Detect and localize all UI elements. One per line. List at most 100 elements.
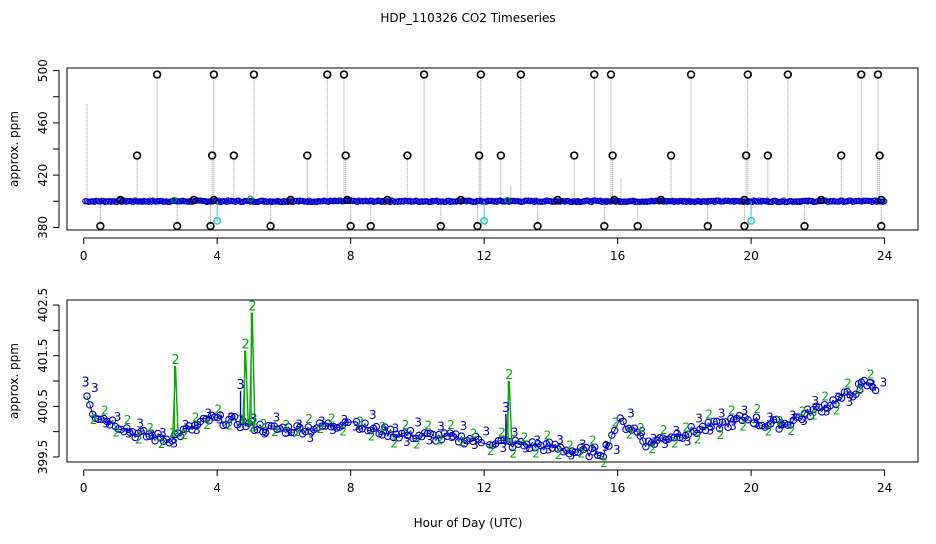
series-label-2: 2: [368, 430, 376, 444]
series-label-2: 2: [317, 422, 325, 436]
series-label-2: 2: [242, 338, 250, 353]
x-tick-label: 0: [80, 481, 88, 495]
y-tick-label: 380: [36, 216, 50, 239]
series-label-3: 3: [193, 423, 201, 437]
series-label-2: 2: [146, 421, 154, 435]
series-label-2: 2: [589, 434, 597, 448]
y-tick-label: 399.5: [36, 440, 50, 474]
series-label-2: 2: [305, 412, 313, 426]
series-label-3: 3: [125, 426, 133, 440]
panel-top-frame: [67, 68, 918, 230]
series-label-2: 2: [135, 432, 143, 446]
series-label-2: 2: [765, 425, 773, 439]
series-label-2: 2: [339, 424, 347, 438]
series-label-3: 3: [718, 406, 726, 420]
series-label-2: 2: [867, 368, 875, 382]
series-label-2: 2: [226, 419, 234, 433]
series-label-2: 2: [683, 421, 691, 435]
y-tick-label: 402.5: [36, 288, 50, 322]
series-label-3: 3: [729, 419, 737, 433]
series-label-3: 3: [695, 412, 703, 426]
series-label-2: 2: [833, 404, 841, 418]
series-label-2: 2: [413, 437, 421, 451]
series-label-2: 2: [158, 437, 166, 451]
series-label-2: 2: [203, 418, 211, 432]
x-tick-label: 20: [743, 249, 758, 263]
series-label-2: 2: [271, 425, 279, 439]
series-segment: [141, 431, 144, 432]
x-axis-label: Hour of Day (UTC): [414, 516, 523, 530]
series-label-3: 3: [707, 423, 715, 437]
series-label-2: 2: [844, 377, 852, 391]
series-label-2: 2: [356, 414, 364, 428]
series-label-2: 2: [788, 424, 796, 438]
series-label-2: 2: [649, 442, 657, 456]
series-label-2: 2: [532, 447, 540, 461]
series-label-2: 2: [90, 413, 98, 427]
series-label-3: 3: [752, 417, 760, 431]
series-label-2: 2: [739, 419, 747, 433]
series-label-2: 2: [694, 432, 702, 446]
series-label-2: 2: [248, 300, 256, 315]
series-label-3: 3: [392, 421, 400, 435]
outlier-point: [571, 152, 578, 159]
series-label-3: 3: [482, 425, 490, 439]
series-label-2: 2: [510, 446, 518, 460]
series-label-3: 3: [460, 419, 468, 433]
x-tick-label: 24: [877, 481, 892, 495]
series-label-2: 2: [192, 410, 200, 424]
series-label-3: 3: [613, 443, 621, 457]
series-label-3: 3: [846, 395, 854, 409]
outlier-point: [134, 152, 141, 159]
green-spike: [250, 313, 255, 426]
series-label-2: 2: [660, 423, 668, 437]
x-tick-label: 12: [477, 249, 492, 263]
series-label-2: 2: [124, 413, 132, 427]
series-label-3: 3: [114, 410, 122, 424]
series-label-3: 3: [403, 435, 411, 449]
x-tick-label: 4: [213, 249, 221, 263]
series-label-3: 3: [273, 411, 281, 425]
series-label-2: 2: [402, 418, 410, 432]
series-label-2: 2: [600, 456, 608, 470]
series-label-3: 3: [426, 434, 434, 448]
series-label-2: 2: [671, 437, 679, 451]
series-label-2: 2: [487, 444, 495, 458]
series-segment: [680, 438, 683, 439]
series-label-3: 3: [307, 431, 315, 445]
series-label-2: 2: [728, 403, 736, 417]
outlier-point: [764, 152, 771, 159]
series-label-2: 2: [717, 428, 725, 442]
series-label-3: 3: [91, 381, 99, 395]
series-label-3: 3: [789, 408, 797, 422]
series-label-3: 3: [823, 404, 831, 418]
x-tick-label: 8: [347, 249, 355, 263]
series-label-3: 3: [136, 417, 144, 431]
x-tick-label: 0: [80, 249, 88, 263]
series-label-2: 2: [776, 414, 784, 428]
series-label-2: 2: [215, 403, 223, 417]
series-label-2: 2: [566, 439, 574, 453]
series-label-3: 3: [602, 440, 610, 454]
y-tick-label: 420: [36, 164, 50, 187]
series-label-3: 3: [684, 435, 692, 449]
series-label-3: 3: [502, 401, 510, 416]
x-tick-label: 8: [347, 481, 355, 495]
series-label-2: 2: [822, 390, 830, 404]
series-label-2: 2: [498, 425, 506, 439]
series-label-3: 3: [448, 430, 456, 444]
series-label-2: 2: [470, 426, 478, 440]
series-label-2: 2: [612, 415, 620, 429]
series-label-2: 2: [856, 383, 864, 397]
x-tick-label: 16: [610, 249, 625, 263]
x-tick-label: 4: [213, 481, 221, 495]
series-segment: [844, 392, 847, 393]
chart-title: HDP_110326 CO2 Timeseries: [380, 11, 555, 25]
series-label-3: 3: [102, 416, 110, 430]
outlier-point: [668, 152, 675, 159]
panel-bottom-ylabel: approx. ppm: [7, 343, 21, 419]
series-label-2: 2: [171, 353, 179, 368]
